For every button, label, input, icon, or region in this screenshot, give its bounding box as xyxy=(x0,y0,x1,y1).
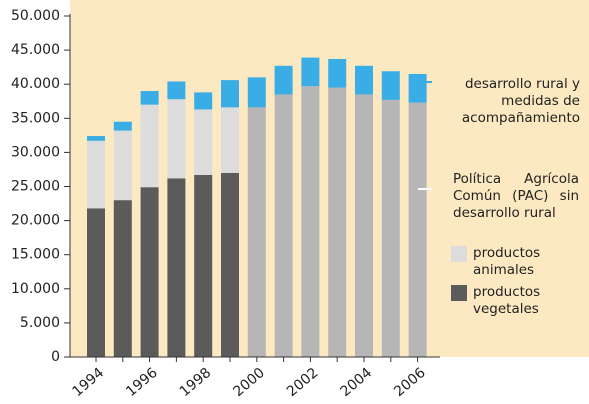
bar-segment xyxy=(301,86,320,357)
x-tick-label: 1998 xyxy=(177,365,215,400)
bar-segment xyxy=(355,65,373,95)
x-tick-label: 1996 xyxy=(123,365,161,400)
y-tick-label: 40.000 xyxy=(11,76,60,92)
bar-segment xyxy=(194,109,213,175)
legend-swatch xyxy=(451,285,467,301)
bar-segment xyxy=(87,208,105,357)
y-tick-label: 10.000 xyxy=(11,281,60,297)
y-tick-label: 25.000 xyxy=(11,179,60,195)
bar-segment xyxy=(274,94,293,358)
bar-segment xyxy=(301,57,320,87)
y-tick-label: 5.000 xyxy=(20,315,60,331)
bar-segment xyxy=(167,81,186,100)
bar-segment xyxy=(408,102,427,357)
y-tick-label: 15.000 xyxy=(11,247,60,263)
bar-segment xyxy=(247,107,266,357)
y-tick-label: 20.000 xyxy=(11,213,60,229)
bar-segment xyxy=(355,94,373,358)
bar-segment xyxy=(381,99,400,358)
bar-segment xyxy=(221,107,239,173)
bar-segment xyxy=(328,87,347,358)
legend-swatch xyxy=(451,246,467,262)
bar-segment xyxy=(87,136,105,141)
bar-segment xyxy=(274,65,293,95)
bar-segment xyxy=(167,178,186,357)
x-tick-label: 2002 xyxy=(284,365,322,400)
x-tick-label: 2006 xyxy=(391,365,429,400)
bar-segment xyxy=(87,140,105,209)
legend-label: productos animales xyxy=(473,245,541,278)
y-tick-label: 50.000 xyxy=(11,8,60,24)
bar-segment xyxy=(194,174,213,357)
x-tick-label: 1994 xyxy=(70,365,108,400)
x-tick-label: 2000 xyxy=(230,365,268,400)
legend-label: productos vegetales xyxy=(473,284,541,317)
y-tick-label: 45.000 xyxy=(11,42,60,58)
bar-segment xyxy=(247,77,266,108)
bar-segment xyxy=(140,104,159,188)
bar-segment xyxy=(221,80,239,108)
bar-segment xyxy=(408,73,427,103)
bar-segment xyxy=(381,71,400,100)
bar-segment xyxy=(140,91,159,105)
y-tick-label: 30.000 xyxy=(11,144,60,160)
bar-segment xyxy=(140,187,159,357)
bar-segment xyxy=(167,99,186,179)
y-tick-label: 0 xyxy=(51,349,60,365)
y-tick-label: 35.000 xyxy=(11,110,60,126)
legend-label: Política Agrícola Común (PAC) sin desarr… xyxy=(453,171,579,221)
bar-segment xyxy=(113,130,132,201)
x-tick-label: 2004 xyxy=(338,365,376,400)
bar-segment xyxy=(194,92,213,110)
bar-segment xyxy=(113,200,132,357)
bar-segment xyxy=(113,121,132,131)
legend-label: desarrollo rural y medidas de acompañami… xyxy=(461,76,580,126)
bar-segment xyxy=(328,58,347,88)
bar-segment xyxy=(221,172,239,357)
